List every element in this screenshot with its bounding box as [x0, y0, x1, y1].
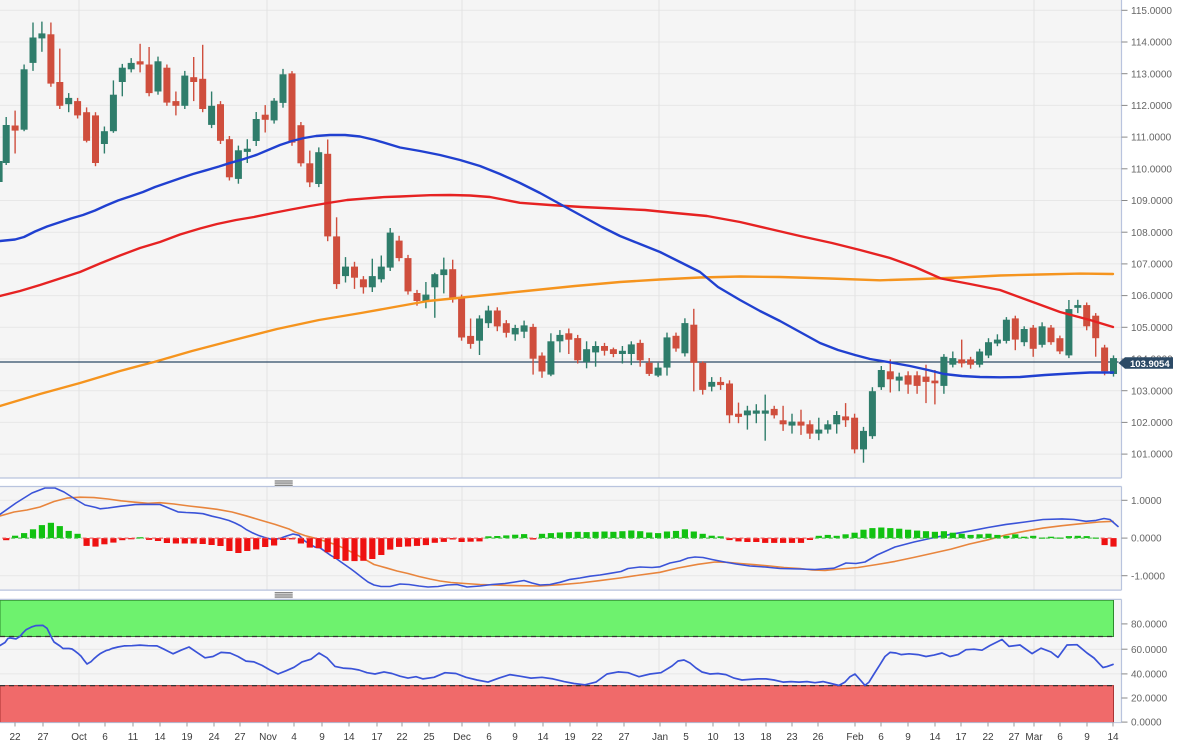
svg-text:112.0000: 112.0000	[1131, 101, 1172, 112]
svg-text:103.0000: 103.0000	[1131, 386, 1173, 397]
svg-text:113.0000: 113.0000	[1131, 69, 1172, 80]
svg-text:6: 6	[878, 732, 884, 743]
svg-text:9: 9	[905, 732, 911, 743]
svg-text:40.0000: 40.0000	[1131, 670, 1168, 681]
svg-text:1.0000: 1.0000	[1131, 496, 1162, 507]
svg-text:22: 22	[9, 732, 21, 743]
svg-text:0.0000: 0.0000	[1131, 718, 1162, 729]
svg-text:27: 27	[37, 732, 49, 743]
svg-text:13: 13	[733, 732, 745, 743]
svg-text:17: 17	[955, 732, 967, 743]
svg-text:9: 9	[512, 732, 518, 743]
svg-text:Feb: Feb	[846, 732, 864, 743]
svg-text:20.0000: 20.0000	[1131, 694, 1168, 705]
svg-text:109.0000: 109.0000	[1131, 196, 1173, 207]
svg-text:26: 26	[812, 732, 824, 743]
svg-text:108.0000: 108.0000	[1131, 228, 1173, 239]
svg-text:102.0000: 102.0000	[1131, 418, 1173, 429]
svg-text:105.0000: 105.0000	[1131, 323, 1173, 334]
svg-text:114.0000: 114.0000	[1131, 38, 1172, 49]
svg-text:14: 14	[154, 732, 166, 743]
svg-text:22: 22	[396, 732, 408, 743]
svg-text:27: 27	[618, 732, 630, 743]
svg-text:9: 9	[319, 732, 325, 743]
svg-text:5: 5	[683, 732, 689, 743]
svg-text:111.0000: 111.0000	[1131, 133, 1172, 144]
svg-text:14: 14	[537, 732, 549, 743]
svg-text:Oct: Oct	[71, 732, 87, 743]
svg-text:22: 22	[982, 732, 994, 743]
svg-text:27: 27	[234, 732, 246, 743]
svg-text:14: 14	[929, 732, 941, 743]
svg-text:14: 14	[1107, 732, 1119, 743]
svg-text:-1.0000: -1.0000	[1131, 571, 1165, 582]
svg-text:115.0000: 115.0000	[1131, 6, 1172, 17]
svg-text:10: 10	[707, 732, 719, 743]
svg-text:19: 19	[181, 732, 193, 743]
svg-text:19: 19	[564, 732, 576, 743]
svg-text:Mar: Mar	[1025, 732, 1043, 743]
svg-text:107.0000: 107.0000	[1131, 260, 1173, 271]
svg-text:23: 23	[786, 732, 798, 743]
svg-text:0.0000: 0.0000	[1131, 534, 1162, 545]
svg-text:4: 4	[291, 732, 297, 743]
svg-text:24: 24	[208, 732, 220, 743]
svg-text:6: 6	[1057, 732, 1063, 743]
svg-text:110.0000: 110.0000	[1131, 164, 1172, 175]
svg-text:101.0000: 101.0000	[1131, 450, 1173, 461]
svg-text:80.0000: 80.0000	[1131, 620, 1168, 631]
svg-text:27: 27	[1008, 732, 1020, 743]
svg-text:18: 18	[760, 732, 772, 743]
svg-text:60.0000: 60.0000	[1131, 645, 1168, 656]
svg-text:Jan: Jan	[652, 732, 668, 743]
svg-text:25: 25	[423, 732, 435, 743]
svg-text:11: 11	[128, 732, 139, 743]
svg-text:22: 22	[591, 732, 603, 743]
svg-text:106.0000: 106.0000	[1131, 291, 1173, 302]
svg-text:9: 9	[1084, 732, 1090, 743]
svg-text:Dec: Dec	[453, 732, 471, 743]
svg-text:Nov: Nov	[259, 732, 277, 743]
svg-text:17: 17	[371, 732, 383, 743]
svg-text:14: 14	[343, 732, 355, 743]
svg-text:6: 6	[486, 732, 492, 743]
svg-text:6: 6	[102, 732, 108, 743]
svg-text:103.9054: 103.9054	[1130, 359, 1170, 370]
